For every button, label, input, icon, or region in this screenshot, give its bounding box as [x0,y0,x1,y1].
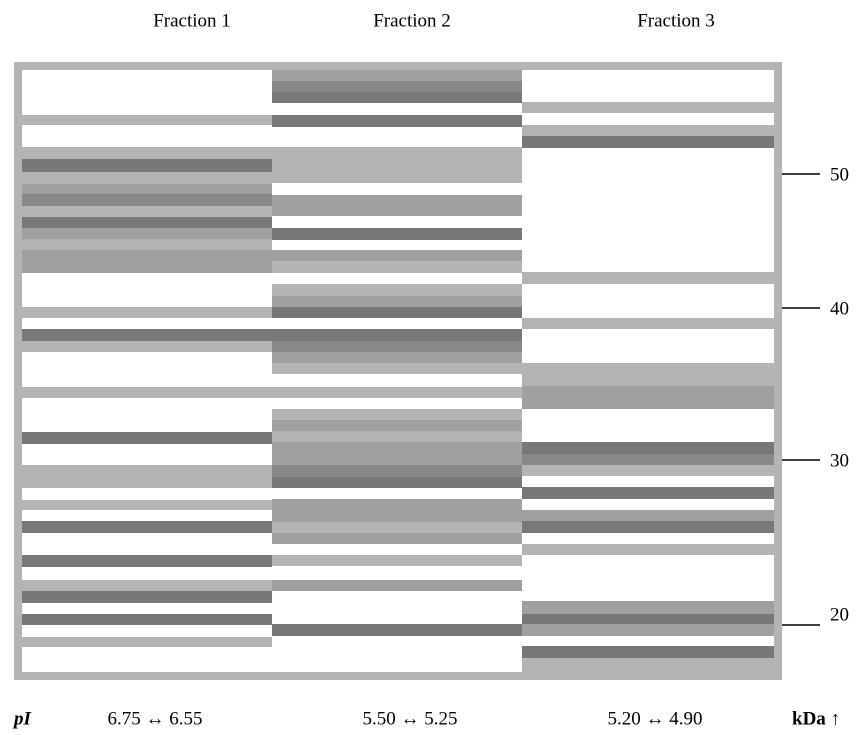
protein-band [272,261,522,273]
protein-band [272,329,522,341]
protein-band [522,272,774,284]
mass-label: 50 [830,164,849,185]
protein-band [272,352,522,363]
protein-band [22,307,272,318]
protein-band [272,442,522,454]
fraction-title: Fraction 1 [153,10,231,31]
protein-band [22,115,272,125]
unit-label: kDa ↑ [792,708,840,729]
pi-range: 6.75 ↔ 6.55 [108,708,203,729]
protein-band [22,206,272,217]
protein-band [22,555,272,567]
protein-band [22,521,272,533]
pi-range: 5.20 ↔ 4.90 [608,708,703,729]
protein-band [22,500,272,510]
protein-band [272,499,522,522]
protein-band [522,646,774,658]
protein-band [22,477,272,488]
protein-band [272,624,522,636]
protein-band [272,477,522,488]
pi-label: pI [12,708,32,729]
protein-band [272,70,522,81]
protein-band [22,591,272,603]
protein-band [522,136,774,148]
protein-band [22,239,272,250]
protein-band [272,81,522,92]
protein-band [522,601,774,614]
protein-band [272,195,522,216]
protein-band [22,637,272,647]
protein-band [272,409,522,420]
protein-band [22,432,272,444]
protein-band [272,420,522,431]
protein-band [22,341,272,352]
protein-band [522,454,774,465]
protein-band [22,172,272,184]
protein-band [22,228,272,239]
protein-band [522,442,774,454]
protein-band [22,159,272,172]
protein-band [272,522,522,533]
protein-band [522,318,774,329]
protein-band [272,250,522,261]
protein-band [22,465,272,477]
mass-label: 20 [830,604,849,625]
protein-band [522,544,774,555]
protein-band [522,363,774,386]
protein-band [272,159,522,183]
protein-band [22,147,272,159]
protein-band [272,363,522,374]
protein-band [522,624,774,636]
protein-band [522,487,774,499]
protein-band [522,102,774,113]
protein-band [272,147,522,159]
protein-band [272,296,522,307]
pi-range: 5.50 ↔ 5.25 [363,708,458,729]
mass-label: 30 [830,450,849,471]
protein-band [272,454,522,465]
protein-band [272,115,522,127]
fraction-title: Fraction 3 [637,10,715,31]
protein-band [522,614,774,624]
protein-band [272,465,522,477]
protein-band [272,387,522,398]
protein-band [22,387,272,398]
protein-band [22,184,272,194]
protein-band [272,533,522,544]
protein-band [22,194,272,206]
protein-band [272,555,522,566]
protein-band [22,614,272,625]
protein-band [272,92,522,103]
protein-band [22,329,272,341]
protein-band [522,386,774,398]
fraction-title: Fraction 2 [373,10,451,31]
protein-band [22,580,272,591]
protein-band [22,250,272,273]
protein-band [22,217,272,228]
protein-band [272,341,522,352]
protein-band [522,465,774,476]
protein-band [522,398,774,409]
gel-diagram: Fraction 1 Fraction 2 Fraction 3 50 40 3… [0,0,856,735]
protein-band [522,521,774,533]
protein-band [272,580,522,591]
protein-band [272,307,522,318]
mass-label: 40 [830,298,849,319]
protein-band [522,125,774,136]
protein-band [272,228,522,240]
protein-band [272,284,522,296]
protein-band [522,658,774,680]
protein-band [522,510,774,521]
protein-band [272,431,522,442]
